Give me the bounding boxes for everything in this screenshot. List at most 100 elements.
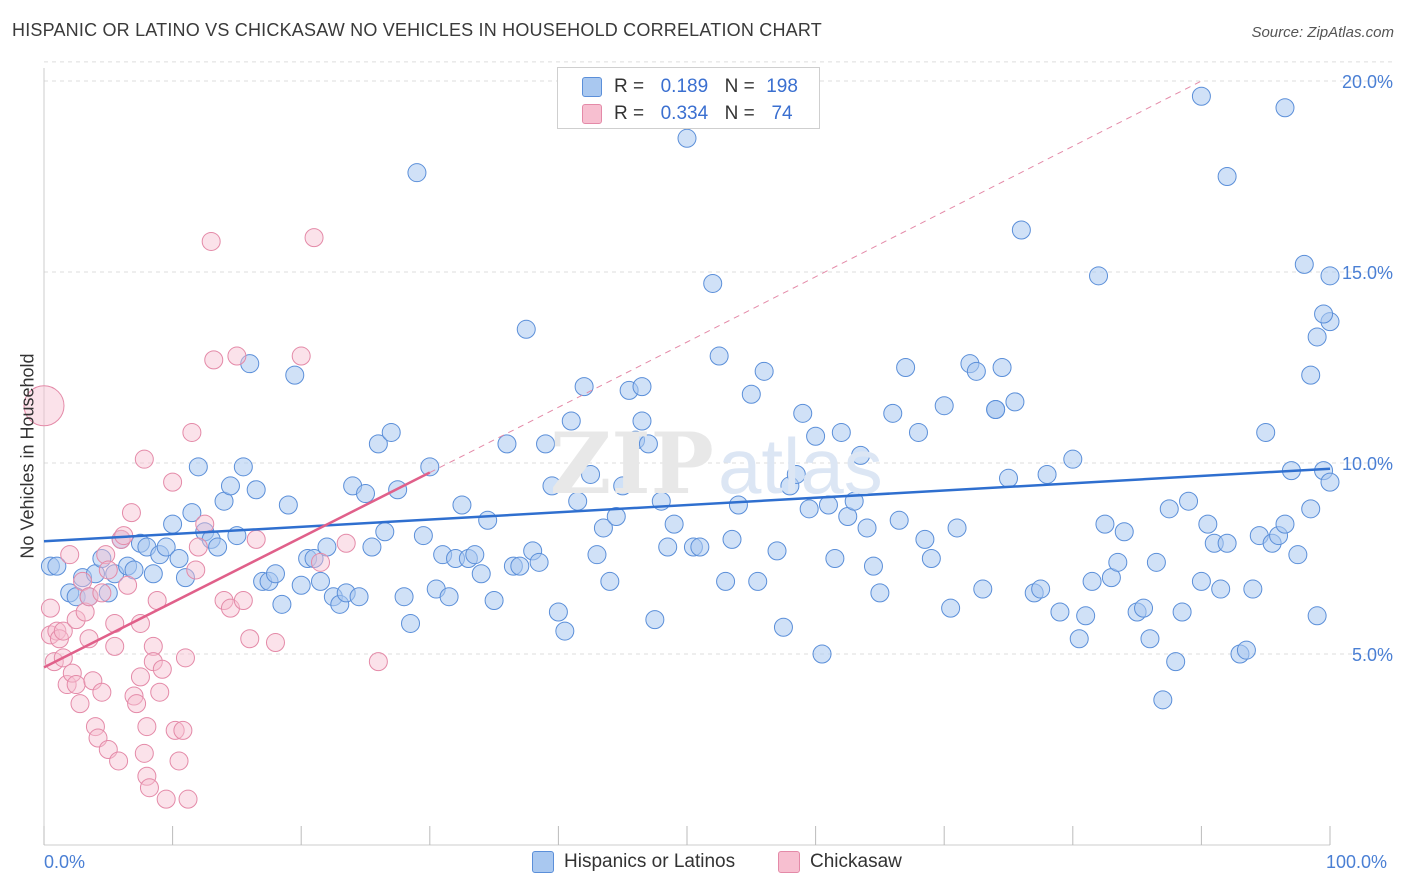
legend-r-label: R = [614,103,645,124]
data-point-chickasaw [246,529,266,549]
data-point-chickasaw [188,537,208,557]
data-point-chickasaw [163,472,183,492]
data-point-hispanics [1082,571,1102,591]
data-point-hispanics [1256,422,1276,442]
data-point-chickasaw [152,659,172,679]
legend-item-hispanics[interactable]: Hispanics or Latinos [532,851,735,873]
data-point-hispanics [870,583,890,603]
data-point-chickasaw [186,560,206,580]
data-point-hispanics [786,464,806,484]
data-point-hispanics [632,377,652,397]
data-point-hispanics [851,445,871,465]
data-point-hispanics [1198,514,1218,534]
data-point-chickasaw [139,778,159,798]
data-point-hispanics [941,598,961,618]
trend-extension-chickasaw [429,80,1202,473]
data-point-hispanics [793,403,813,423]
data-point-chickasaw [79,587,99,607]
data-point-hispanics [220,476,240,496]
data-point-hispanics [1217,533,1237,553]
data-point-chickasaw [201,231,221,251]
legend-row-chickasaw: R = 0.334 N = 74 [582,102,804,126]
data-point-hispanics [973,579,993,599]
data-point-hispanics [291,575,311,595]
data-point-chickasaw [23,385,65,427]
data-point-hispanics [1217,167,1237,186]
data-point-chickasaw [85,717,105,737]
data-point-chickasaw [118,575,138,595]
trend-line-chickasaw [43,471,431,669]
data-point-hispanics [812,644,832,664]
data-point-hispanics [1166,652,1186,672]
data-point-chickasaw [227,346,247,366]
data-point-chickasaw [134,743,154,763]
data-point-chickasaw [214,591,234,611]
data-point-chickasaw [165,720,185,740]
zipatlas-watermark: ZIP atlas [550,414,883,513]
data-point-hispanics [606,506,626,526]
pink-swatch-icon [582,104,602,124]
data-point-hispanics [1108,552,1128,572]
data-point-hispanics [1159,499,1179,519]
data-point-hispanics [1146,552,1166,572]
data-point-hispanics [664,514,684,534]
legend-item-chickasaw[interactable]: Chickasaw [778,851,902,873]
data-point-hispanics [915,529,935,549]
data-point-hispanics [593,518,613,538]
data-point-hispanics [1037,464,1057,484]
data-point-hispanics [182,503,202,523]
correlation-legend: R = 0.189 N = 198 R = 0.334 N = 74 [557,67,820,129]
data-point-chickasaw [96,545,116,565]
series-legend: Hispanics or Latinos Chickasaw [0,851,1406,879]
data-point-hispanics [208,537,228,557]
y-tick-label: 15.0% [1342,263,1393,283]
data-point-hispanics [677,128,697,148]
legend-n-label: N = [724,76,755,97]
data-point-hispanics [1114,522,1134,542]
data-point-hispanics [368,434,388,454]
data-point-chickasaw [182,422,202,442]
data-point-hispanics [188,457,208,477]
legend-label-chickasaw: Chickasaw [810,851,902,872]
data-point-hispanics [1134,598,1154,618]
data-point-hispanics [272,594,292,614]
data-point-hispanics [748,571,768,591]
data-point-hispanics [1076,606,1096,626]
data-point-hispanics [1191,86,1211,106]
data-point-chickasaw [53,621,73,641]
data-point-chickasaw [137,717,157,737]
data-point-hispanics [555,621,575,641]
data-point-chickasaw [127,694,147,714]
data-point-hispanics [986,400,1006,420]
data-point-hispanics [947,518,967,538]
data-point-chickasaw [265,633,285,653]
data-point-hispanics [690,537,710,557]
data-point-hispanics [767,541,787,561]
chart-title: HISPANIC OR LATINO VS CHICKASAW NO VEHIC… [12,20,822,40]
legend-r-value: 0.189 [660,76,709,97]
axes [43,68,1331,846]
data-point-hispanics [1301,365,1321,385]
data-point-hispanics [934,396,954,416]
data-point-hispanics [169,549,189,568]
data-point-hispanics [362,537,382,557]
data-point-hispanics [1307,327,1327,347]
data-point-hispanics [548,602,568,622]
data-point-hispanics [1236,640,1256,660]
data-point-chickasaw [40,598,60,618]
data-point-hispanics [246,480,266,500]
data-point-hispanics [883,403,903,423]
data-point-hispanics [285,365,305,385]
x-tick-label-max: 100.0% [1326,852,1388,872]
data-point-hispanics [143,564,163,584]
data-point-chickasaw [130,613,150,633]
data-point-hispanics [420,457,440,477]
trend-line-hispanics [43,467,1331,543]
data-point-chickasaw [233,591,253,611]
data-point-chickasaw [156,789,176,809]
x-tick-label-min: 0.0% [44,852,86,872]
data-point-hispanics [471,564,491,584]
data-point-chickasaw [98,560,118,580]
data-point-hispanics [722,529,742,549]
data-point-chickasaw [240,629,260,649]
